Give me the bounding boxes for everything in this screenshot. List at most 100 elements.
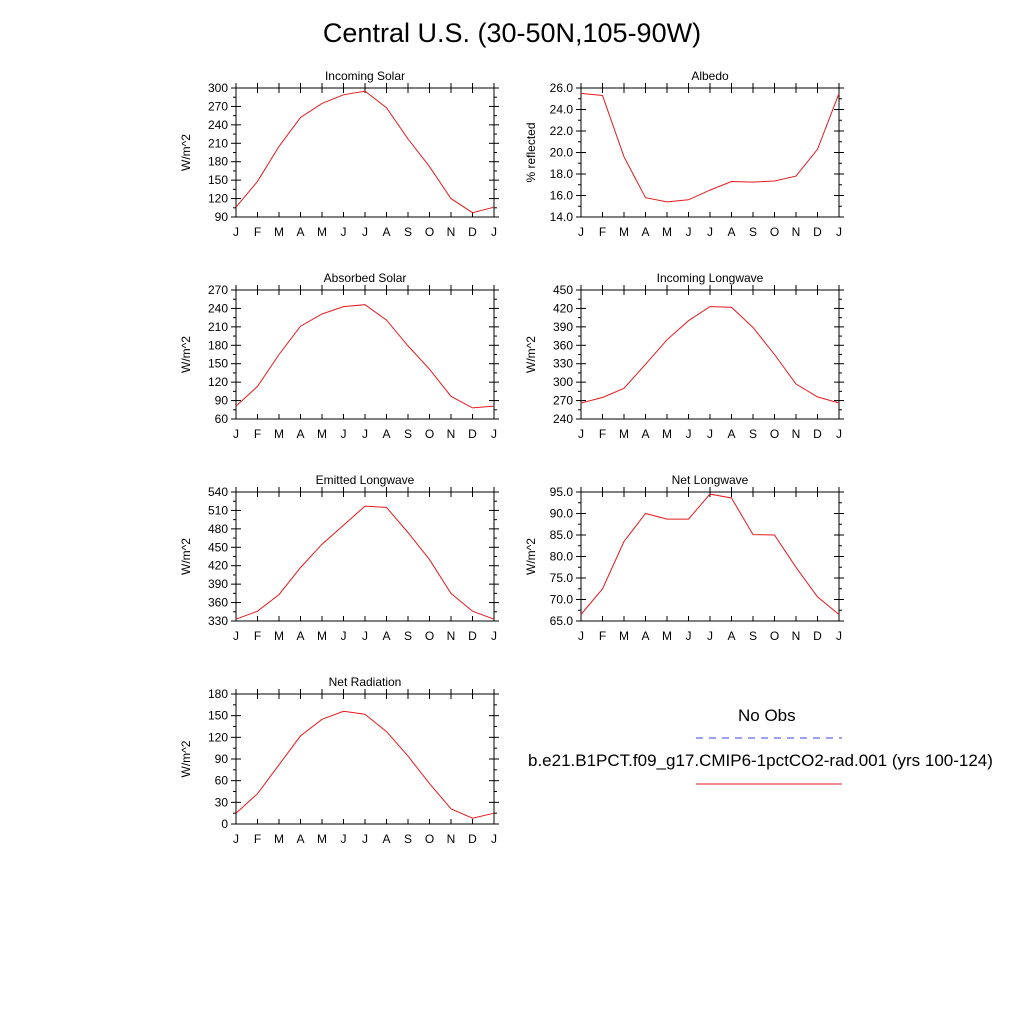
series-line (580, 92, 840, 203)
x-tick-label: M (317, 225, 327, 239)
panel-title: Net Longwave (672, 473, 749, 487)
x-tick-label: M (274, 427, 284, 441)
y-tick-label: 390 (553, 320, 573, 334)
x-tick-label: O (770, 427, 779, 441)
y-tick-label: 95.0 (550, 485, 574, 499)
y-tick-label: 330 (553, 357, 573, 371)
x-tick-label: N (792, 225, 801, 239)
x-tick-label: J (707, 629, 713, 643)
y-tick-label: 75.0 (550, 571, 574, 585)
x-tick-label: A (296, 832, 304, 846)
x-tick-label: J (836, 225, 842, 239)
y-tick-label: 60 (215, 774, 229, 788)
y-tick-label: 180 (208, 687, 228, 701)
y-tick-label: 150 (208, 709, 228, 723)
y-tick-label: 20.0 (550, 146, 574, 160)
panel-title: Emitted Longwave (316, 473, 415, 487)
x-tick-label: A (727, 427, 735, 441)
x-tick-label: M (274, 832, 284, 846)
y-axis-label: W/m^2 (179, 538, 193, 575)
x-tick-label: D (468, 225, 477, 239)
x-tick-label: D (468, 629, 477, 643)
x-tick-label: S (749, 629, 757, 643)
x-tick-label: M (317, 629, 327, 643)
x-tick-label: M (662, 427, 672, 441)
y-tick-label: 18.0 (550, 167, 574, 181)
y-tick-label: 70.0 (550, 593, 574, 607)
x-tick-label: D (813, 225, 822, 239)
x-tick-label: N (447, 832, 456, 846)
y-tick-label: 150 (208, 357, 228, 371)
y-tick-label: 120 (208, 375, 228, 389)
x-tick-label: A (296, 427, 304, 441)
x-tick-label: M (274, 629, 284, 643)
x-tick-label: J (362, 427, 368, 441)
panel-title: Absorbed Solar (324, 271, 407, 285)
x-tick-label: F (599, 629, 606, 643)
y-tick-label: 360 (208, 596, 228, 610)
x-tick-label: J (578, 225, 584, 239)
y-tick-label: 80.0 (550, 550, 574, 564)
panel-title: Albedo (691, 69, 729, 83)
x-tick-label: N (447, 427, 456, 441)
x-tick-label: J (341, 629, 347, 643)
x-tick-label: N (792, 427, 801, 441)
y-tick-label: 150 (208, 173, 228, 187)
y-axis-label: W/m^2 (179, 740, 193, 777)
y-tick-label: 14.0 (550, 210, 574, 224)
y-tick-label: 24.0 (550, 103, 574, 117)
x-tick-label: J (341, 427, 347, 441)
x-tick-label: J (341, 832, 347, 846)
x-tick-label: A (382, 832, 390, 846)
legend-model-label: b.e21.B1PCT.f09_g17.CMIP6-1pctCO2-rad.00… (528, 751, 993, 770)
x-tick-label: J (836, 629, 842, 643)
x-tick-label: S (749, 225, 757, 239)
x-tick-label: J (578, 427, 584, 441)
x-tick-label: D (468, 427, 477, 441)
x-tick-label: D (468, 832, 477, 846)
x-tick-label: J (233, 225, 239, 239)
series-line (235, 505, 495, 620)
y-axis-label: W/m^2 (524, 538, 538, 575)
x-tick-label: M (317, 427, 327, 441)
y-tick-label: 300 (208, 81, 228, 95)
x-tick-label: J (233, 832, 239, 846)
x-tick-label: O (425, 225, 434, 239)
x-tick-label: J (362, 832, 368, 846)
y-tick-label: 270 (208, 283, 228, 297)
legend-obs-label: No Obs (738, 706, 796, 725)
y-tick-label: 510 (208, 503, 228, 517)
y-tick-label: 180 (208, 155, 228, 169)
x-tick-label: F (254, 832, 261, 846)
x-tick-label: A (641, 225, 649, 239)
y-tick-label: 22.0 (550, 124, 574, 138)
x-tick-label: J (362, 225, 368, 239)
x-tick-label: F (599, 225, 606, 239)
main-title: Central U.S. (30-50N,105-90W) (322, 18, 702, 48)
x-tick-label: J (578, 629, 584, 643)
y-tick-label: 270 (553, 394, 573, 408)
series-line (235, 90, 495, 214)
x-tick-label: J (362, 629, 368, 643)
y-tick-label: 420 (208, 559, 228, 573)
y-tick-label: 0 (221, 817, 228, 831)
y-tick-label: 120 (208, 192, 228, 206)
y-axis-label: W/m^2 (179, 336, 193, 373)
y-tick-label: 180 (208, 338, 228, 352)
y-tick-label: 26.0 (550, 81, 574, 95)
x-tick-label: F (599, 427, 606, 441)
x-tick-label: J (707, 427, 713, 441)
x-tick-label: N (447, 225, 456, 239)
y-tick-label: 65.0 (550, 614, 574, 628)
panel-title: Incoming Longwave (657, 271, 764, 285)
x-tick-label: D (813, 629, 822, 643)
y-tick-label: 240 (208, 301, 228, 315)
y-tick-label: 16.0 (550, 189, 574, 203)
x-tick-label: A (296, 225, 304, 239)
